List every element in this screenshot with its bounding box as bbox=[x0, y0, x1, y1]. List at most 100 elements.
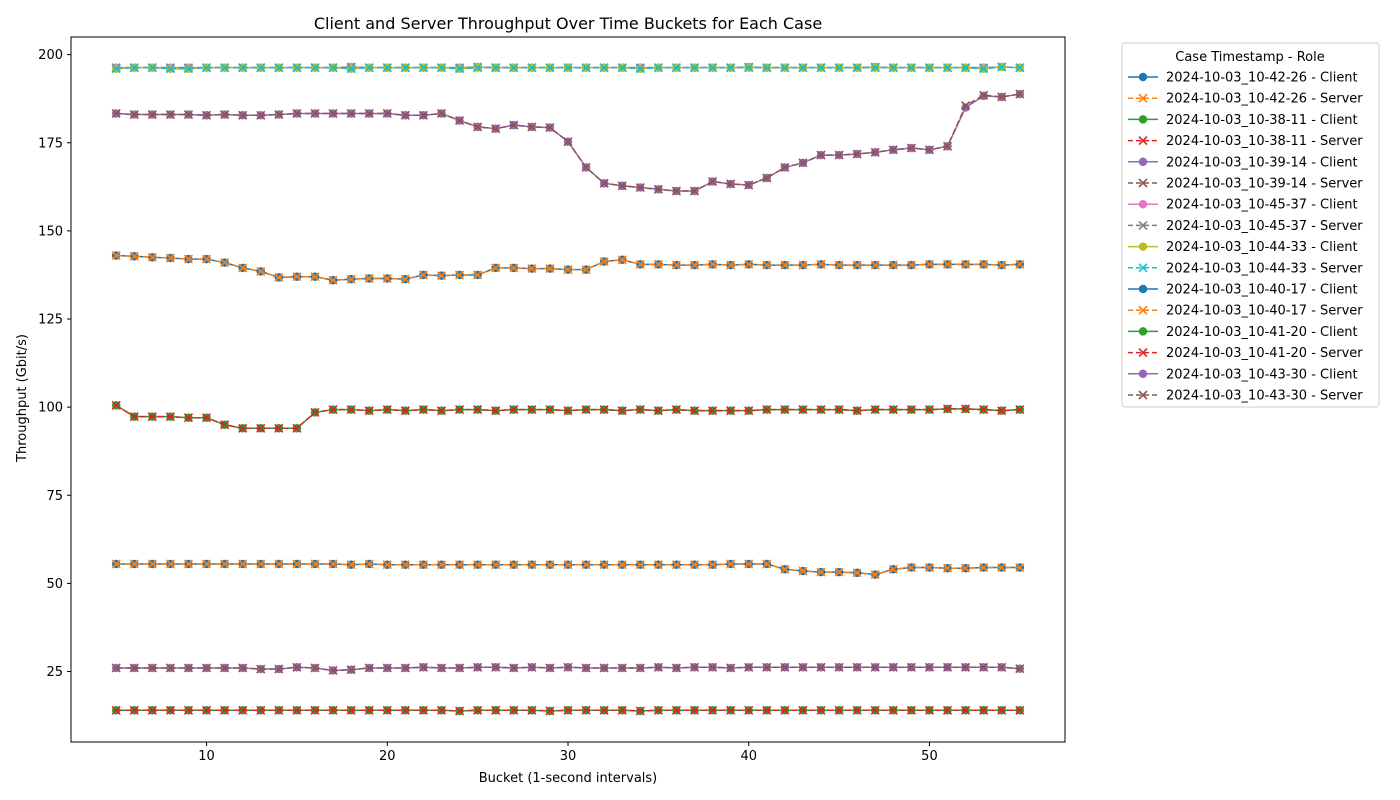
data-point bbox=[545, 706, 555, 716]
data-point bbox=[581, 63, 591, 73]
x-tick-label: 20 bbox=[379, 749, 396, 764]
legend-label: 2024-10-03_10-45-37 - Client bbox=[1166, 198, 1358, 213]
data-point bbox=[382, 560, 392, 570]
data-point bbox=[527, 560, 537, 570]
data-point bbox=[527, 264, 537, 274]
data-point bbox=[473, 122, 483, 132]
legend-item: 2024-10-03_10-39-14 - Client bbox=[1128, 155, 1358, 170]
data-point bbox=[744, 259, 754, 269]
legend-label: 2024-10-03_10-41-20 - Server bbox=[1166, 346, 1363, 361]
legend-item: 2024-10-03_10-38-11 - Server bbox=[1128, 134, 1363, 149]
data-point bbox=[400, 560, 410, 570]
data-point bbox=[274, 705, 284, 715]
legend-swatch-marker bbox=[1138, 348, 1148, 358]
data-point bbox=[834, 567, 844, 577]
data-point bbox=[491, 705, 501, 715]
data-point bbox=[346, 274, 356, 284]
data-point bbox=[147, 705, 157, 715]
data-point bbox=[762, 559, 772, 569]
data-point bbox=[165, 663, 175, 673]
data-point bbox=[635, 64, 645, 74]
data-point bbox=[961, 101, 971, 111]
data-point bbox=[436, 271, 447, 281]
y-tick-label: 150 bbox=[38, 224, 63, 239]
data-point bbox=[563, 406, 573, 416]
data-point bbox=[942, 259, 953, 269]
data-point bbox=[436, 560, 447, 570]
plot-area bbox=[70, 36, 1066, 743]
data-point bbox=[708, 406, 718, 416]
data-point bbox=[328, 63, 338, 73]
data-point bbox=[346, 560, 356, 570]
legend-swatch-marker bbox=[1138, 327, 1148, 336]
data-point bbox=[256, 266, 266, 276]
data-point bbox=[436, 705, 447, 715]
data-point bbox=[816, 705, 826, 715]
data-point bbox=[147, 663, 157, 673]
data-point bbox=[762, 260, 772, 270]
y-tick-label: 75 bbox=[46, 489, 63, 504]
data-point bbox=[238, 663, 248, 673]
data-point bbox=[635, 663, 645, 673]
data-point bbox=[473, 662, 483, 672]
legend-item: 2024-10-03_10-45-37 - Server bbox=[1128, 219, 1363, 234]
data-point bbox=[852, 406, 862, 416]
data-point bbox=[852, 705, 862, 715]
data-point bbox=[183, 254, 194, 264]
data-point bbox=[599, 178, 609, 188]
data-point bbox=[870, 705, 880, 715]
data-point bbox=[400, 274, 410, 284]
data-point bbox=[617, 63, 627, 73]
y-tick-label: 50 bbox=[46, 577, 63, 592]
data-point bbox=[382, 273, 392, 284]
data-point bbox=[762, 662, 772, 672]
data-point bbox=[852, 260, 862, 270]
data-point bbox=[147, 252, 157, 262]
data-point bbox=[997, 562, 1007, 573]
data-point bbox=[689, 705, 700, 715]
data-point bbox=[509, 263, 519, 273]
data-point bbox=[581, 663, 591, 673]
data-point bbox=[238, 559, 248, 569]
data-point bbox=[942, 705, 953, 715]
data-point bbox=[238, 110, 248, 120]
data-point bbox=[942, 63, 953, 73]
data-point bbox=[997, 92, 1007, 102]
data-point bbox=[436, 663, 447, 673]
data-point bbox=[762, 173, 772, 183]
data-point bbox=[1015, 89, 1025, 99]
legend-label: 2024-10-03_10-45-37 - Server bbox=[1166, 219, 1363, 234]
data-point bbox=[111, 663, 121, 673]
plot-frame bbox=[70, 36, 1066, 743]
data-point bbox=[274, 109, 284, 120]
data-point bbox=[888, 260, 898, 270]
data-point bbox=[888, 405, 898, 415]
data-point bbox=[997, 62, 1007, 72]
data-point bbox=[617, 560, 627, 570]
data-point bbox=[834, 705, 844, 715]
data-point bbox=[418, 662, 428, 672]
x-tick-label: 10 bbox=[198, 749, 215, 764]
data-point bbox=[274, 559, 284, 569]
data-point bbox=[816, 259, 826, 269]
data-point bbox=[292, 63, 302, 73]
y-tick-label: 25 bbox=[46, 665, 63, 680]
data-point bbox=[147, 109, 157, 120]
data-point bbox=[708, 560, 718, 570]
data-point bbox=[256, 63, 266, 73]
data-point bbox=[418, 63, 428, 73]
data-point bbox=[328, 108, 338, 119]
data-point bbox=[961, 63, 971, 73]
data-point bbox=[997, 406, 1007, 416]
data-point bbox=[870, 405, 880, 415]
data-point bbox=[418, 110, 428, 120]
data-point bbox=[888, 63, 898, 73]
legend-label: 2024-10-03_10-43-30 - Server bbox=[1166, 389, 1363, 404]
legend-swatch-marker bbox=[1138, 369, 1148, 379]
data-point bbox=[979, 90, 989, 100]
data-point bbox=[906, 662, 916, 672]
data-point bbox=[1015, 405, 1025, 415]
data-point bbox=[961, 705, 971, 715]
data-point bbox=[816, 150, 826, 160]
